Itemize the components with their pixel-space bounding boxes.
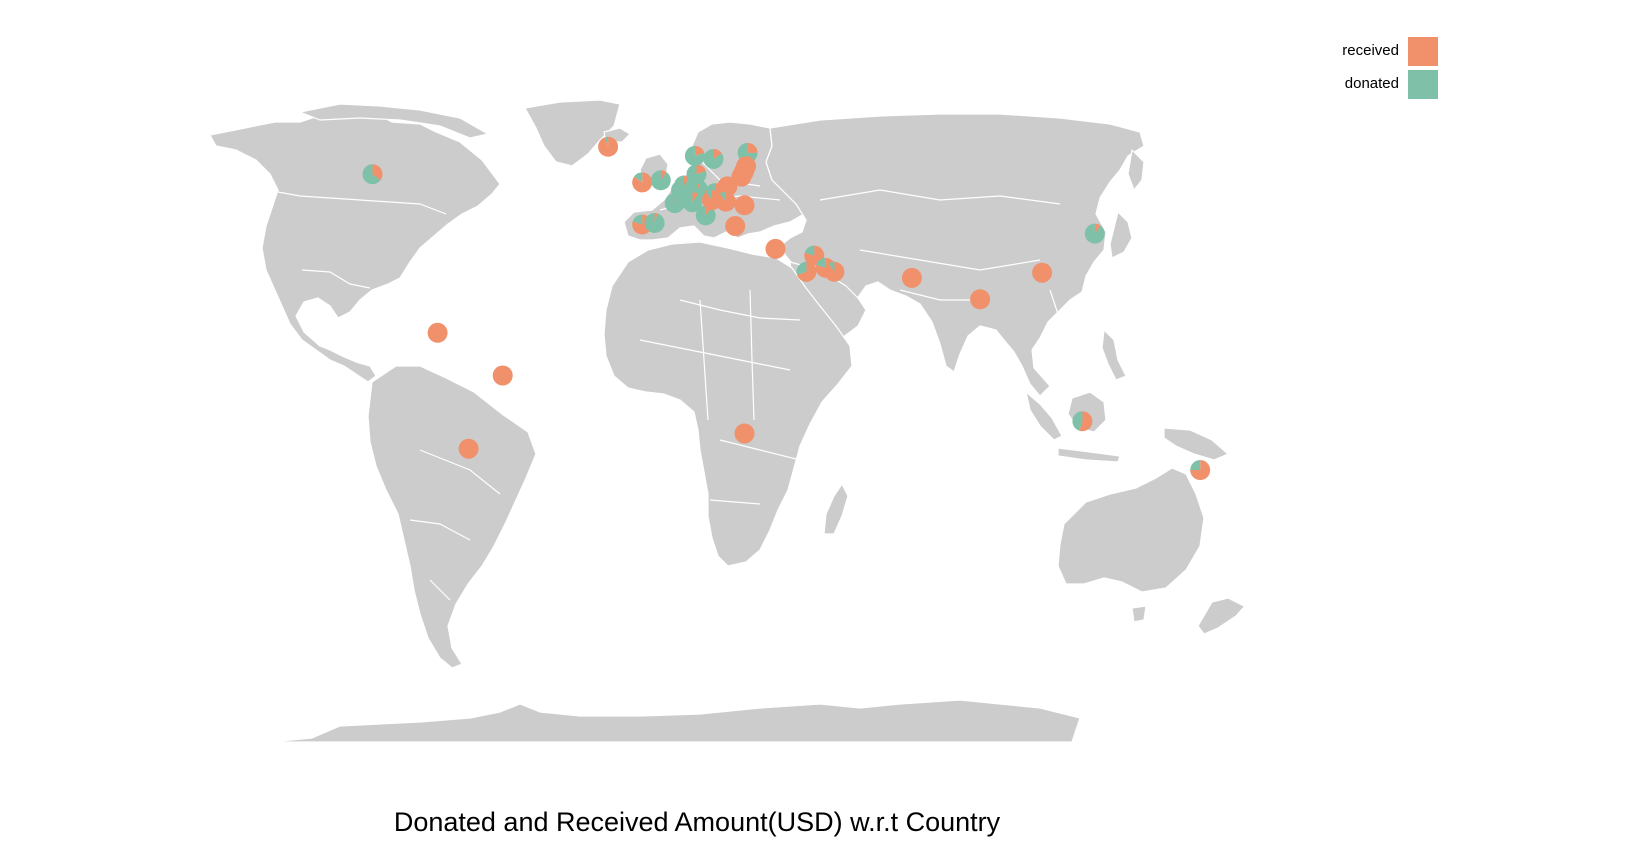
antarctica-land (269, 699, 1081, 743)
pie-slice-received (970, 289, 991, 310)
madagascar-land (823, 483, 849, 535)
legend-label-received: received (1342, 42, 1399, 59)
pie-slice-received (713, 148, 722, 159)
australia-land (1057, 467, 1205, 593)
country-pie-10 (682, 192, 703, 213)
pie-slice-donated (682, 192, 703, 213)
pie-slice-donated (644, 213, 665, 234)
legend: received donated (1342, 37, 1438, 99)
pie-slice-donated (796, 261, 807, 275)
greenland-land (524, 99, 621, 167)
philippines-land (1101, 329, 1127, 381)
pie-slice-donated (703, 148, 724, 169)
country-pie-5 (644, 213, 665, 234)
country-pie-13 (703, 148, 724, 169)
pie-slice-received (427, 322, 448, 343)
country-pie-0 (362, 164, 383, 185)
pie-slice-donated (828, 261, 835, 272)
pie-slice-received (696, 164, 706, 175)
pie-slice-received (765, 238, 786, 259)
pie-slice-received (654, 213, 658, 223)
country-pie-39 (1190, 460, 1211, 481)
pie-slice-received (1032, 262, 1053, 283)
pie-slice-received (1094, 223, 1101, 234)
pie-slice-received (715, 191, 736, 212)
pie-slice-received (692, 192, 699, 203)
country-pie-38 (1072, 411, 1093, 432)
country-pie-29 (824, 261, 845, 282)
pie-slice-received (725, 216, 746, 237)
sumatra-land (1025, 391, 1063, 441)
legend-label-donated: donated (1345, 75, 1399, 92)
asia-land (765, 113, 1145, 397)
pie-slice-received (796, 261, 817, 282)
pie-slice-donated (804, 245, 815, 256)
country-pie-31 (970, 289, 991, 310)
pie-slice-donated (706, 190, 712, 201)
pie-slice-received (660, 170, 667, 181)
country-pie-24 (725, 216, 746, 237)
sakhalin-kamchatka-land (1127, 149, 1145, 191)
pie-slice-donated (1084, 223, 1105, 244)
tasmania-land (1131, 605, 1147, 623)
pie-slice-donated (684, 145, 705, 166)
legend-swatch-received (1408, 37, 1438, 66)
country-pie-22 (715, 191, 736, 212)
japan-land (1109, 211, 1133, 259)
country-pie-33 (1084, 223, 1105, 244)
pie-slice-received (731, 166, 752, 187)
pie-slice-received (747, 142, 758, 153)
pie-slice-donated (1072, 411, 1083, 431)
country-pie-18 (731, 166, 752, 187)
country-pie-34 (427, 322, 448, 343)
country-pie-23 (734, 195, 755, 216)
pie-slice-received (734, 195, 755, 216)
pie-slice-donated (634, 172, 643, 183)
pie-slice-donated (605, 136, 609, 147)
canadian-arctic-land (299, 103, 489, 139)
pie-slice-donated (632, 214, 643, 225)
country-pie-37 (734, 423, 755, 444)
legend-swatch-donated (1408, 70, 1438, 99)
country-pie-14 (684, 145, 705, 166)
pie-slice-donated (1190, 460, 1201, 471)
country-pie-1 (598, 136, 619, 157)
south-america-land (367, 365, 537, 669)
new-zealand-land (1197, 597, 1253, 635)
pie-slice-donated (362, 164, 381, 185)
pie-slice-received (372, 164, 383, 181)
country-pie-3 (650, 170, 671, 191)
pie-slice-donated (720, 191, 726, 202)
pie-slice-received (901, 267, 922, 288)
country-pie-27 (796, 261, 817, 282)
pie-slice-donated (686, 164, 707, 185)
country-pie-32 (1032, 262, 1053, 283)
pie-slice-donated (695, 205, 716, 226)
pie-slice-received (694, 145, 705, 156)
country-pies (362, 136, 1211, 481)
country-pie-35 (492, 365, 513, 386)
country-pie-36 (458, 438, 479, 459)
pie-slice-received (734, 423, 755, 444)
pie-slice-received (458, 438, 479, 459)
north-america-land (209, 109, 501, 383)
map-caption: Donated and Received Amount(USD) w.r.t C… (394, 807, 1001, 837)
pie-slice-donated (816, 257, 826, 268)
pie-slice-received (1079, 411, 1093, 432)
pie-slice-received (492, 365, 513, 386)
pie-slice-donated (650, 170, 671, 191)
java-land (1057, 447, 1121, 463)
pie-slice-received (632, 172, 653, 193)
country-pie-30 (901, 267, 922, 288)
country-pie-2 (632, 172, 653, 193)
land-layer (209, 99, 1253, 743)
country-pie-25 (765, 238, 786, 259)
pie-slice-received (598, 136, 619, 157)
country-pie-12 (686, 164, 707, 185)
new-guinea-land (1163, 427, 1229, 461)
